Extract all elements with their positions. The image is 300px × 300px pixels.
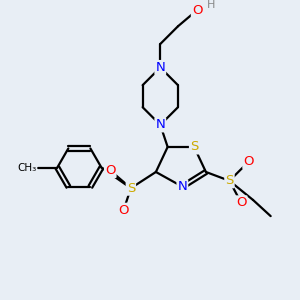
Text: O: O xyxy=(105,164,116,177)
Text: H: H xyxy=(206,0,215,10)
Text: S: S xyxy=(190,140,198,154)
Text: N: N xyxy=(178,180,187,193)
Text: N: N xyxy=(155,61,165,74)
Text: O: O xyxy=(192,4,202,16)
Text: O: O xyxy=(118,204,129,217)
Text: O: O xyxy=(243,155,254,168)
Text: O: O xyxy=(236,196,247,209)
Text: S: S xyxy=(127,182,135,195)
Text: S: S xyxy=(225,174,234,187)
Text: N: N xyxy=(155,118,165,131)
Text: CH₃: CH₃ xyxy=(17,163,37,172)
